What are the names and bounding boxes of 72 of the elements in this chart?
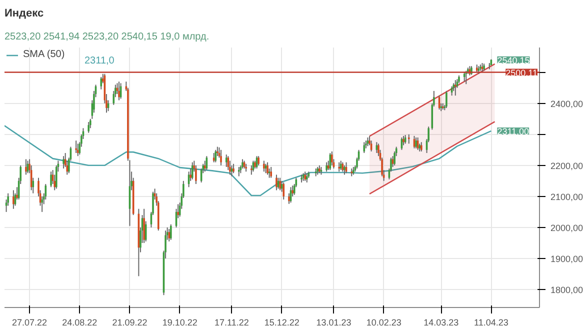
candlestick: [402, 135, 404, 146]
candlestick: [392, 156, 394, 168]
legend-label: SMA (50): [23, 49, 65, 60]
candlestick: [376, 142, 378, 154]
candlestick: [250, 164, 252, 176]
y-tick-label: 2200,00: [550, 160, 584, 171]
candlestick: [270, 166, 272, 178]
candlestick: [50, 171, 52, 188]
candlestick: [118, 81, 120, 101]
candlestick: [408, 134, 410, 144]
y-tick-label: 2000,00: [550, 222, 584, 233]
candlestick: [220, 149, 222, 166]
x-tick-label: 11.04.23: [474, 318, 508, 328]
candlestick: [331, 150, 333, 166]
candlestick: [258, 156, 260, 166]
y-tick-label: 1800,00: [550, 285, 584, 296]
candlestick: [191, 162, 194, 180]
y-tick-label: 1900,00: [550, 254, 584, 264]
x-tick-label: 14.03.23: [424, 318, 459, 328]
candlestick: [340, 160, 342, 171]
candlestick: [100, 76, 102, 90]
candlestick: [415, 136, 417, 149]
y-tick-label: 2400,00: [550, 98, 584, 109]
candlestick: [338, 162, 340, 172]
candlestick: [204, 160, 206, 172]
candlestick: [454, 80, 456, 96]
chart-subtitle: 2523,20 2541,94 2523,20 2540,15 19,0 млрд.: [4, 32, 210, 42]
x-tick-label: 10.02.23: [366, 318, 402, 328]
candlestick: [232, 163, 234, 174]
candlestick: [62, 156, 64, 169]
candlestick: [344, 164, 346, 176]
x-tick-label: 21.09.22: [112, 318, 148, 328]
candlestick: [282, 182, 285, 200]
candlestick: [394, 150, 396, 166]
candlestick: [75, 140, 77, 154]
ref-line-label: 2500,11: [506, 68, 538, 78]
candlestick: [168, 228, 170, 242]
candlestick: [263, 160, 265, 172]
candlestick: [276, 174, 278, 191]
candlestick: [25, 158, 27, 176]
candlestick: [304, 171, 306, 182]
candlestick: [12, 190, 14, 210]
x-tick-label: 27.07.22: [12, 318, 48, 328]
candlestick: [76, 143, 79, 157]
chart-title: Индекс: [4, 8, 44, 20]
line-series: [4, 125, 492, 196]
candlestick: [326, 162, 328, 172]
candlestick: [266, 162, 268, 176]
candlestick: [238, 166, 240, 177]
y-tick-label: 2100,00: [550, 192, 584, 202]
x-tick-label: 24.08.22: [62, 318, 98, 328]
annotation: 2311,00: [497, 126, 530, 136]
candlestick: [378, 143, 380, 157]
candlestick: [88, 121, 90, 134]
annotation: 2540,15: [497, 55, 530, 66]
candlestick: [446, 90, 448, 108]
x-tick-label: 15.12.22: [264, 318, 300, 328]
candlestick: [55, 164, 58, 190]
candlestick: [242, 158, 244, 169]
candlestick: [214, 149, 217, 163]
candlestick: [195, 164, 197, 185]
candlestick: [225, 154, 228, 168]
annotation: 2311,0: [84, 56, 115, 66]
candlestick: [143, 208, 145, 244]
candlestick: [229, 160, 231, 176]
x-tick-label: 13.01.23: [316, 318, 352, 328]
x-tick-label: 17.11.22: [214, 318, 249, 328]
candlestick: [89, 118, 92, 129]
x-tick-label: 19.10.22: [162, 318, 198, 328]
candlestick: [170, 224, 172, 240]
candlestick: [420, 142, 422, 152]
candlestick: [306, 172, 308, 183]
